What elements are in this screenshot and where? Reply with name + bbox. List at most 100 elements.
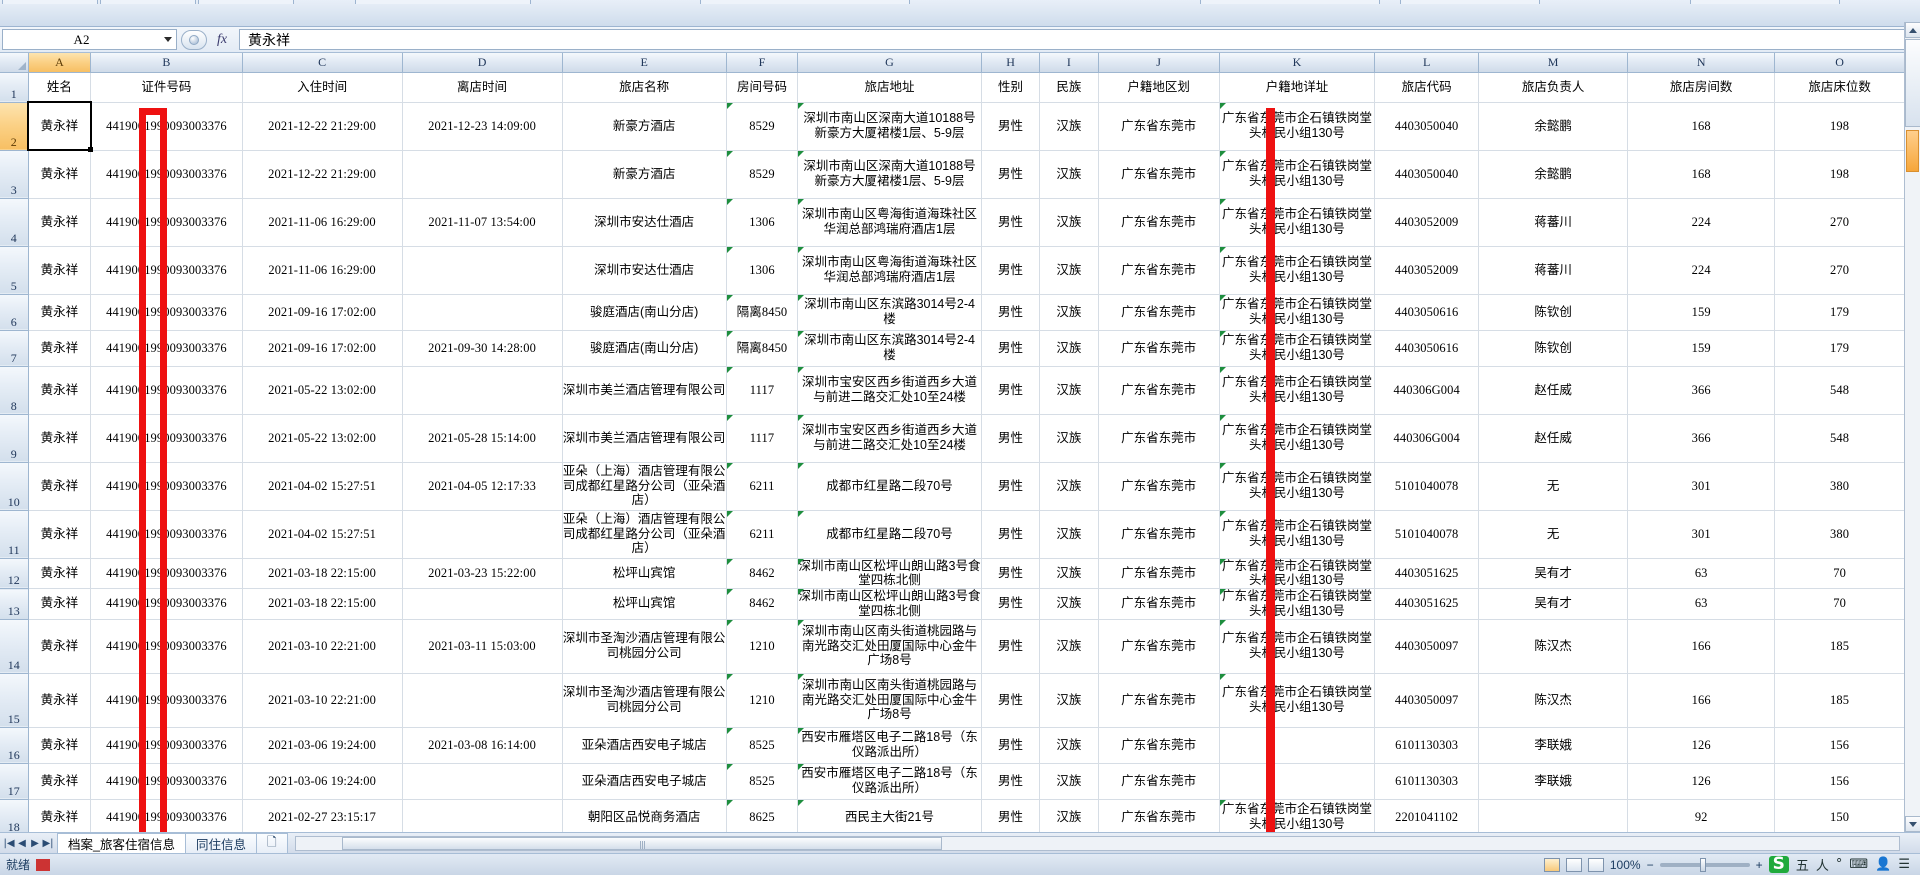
cell-K14[interactable]: 广东省东莞市企石镇铁岗堂头村民小组130号 bbox=[1219, 619, 1376, 674]
cell-M5[interactable]: 蒋蕃川 bbox=[1478, 246, 1629, 295]
cell-D13[interactable] bbox=[402, 588, 563, 620]
cell-A11[interactable]: 黄永祥 bbox=[28, 510, 92, 559]
cell-A9[interactable]: 黄永祥 bbox=[28, 414, 92, 463]
row-header-15[interactable]: 15 bbox=[0, 673, 29, 728]
prev-sheet-icon[interactable]: ◀ bbox=[18, 837, 26, 849]
degree-icon[interactable]: ° bbox=[1835, 857, 1843, 872]
sheet-tab-1[interactable]: 同住信息 bbox=[184, 833, 257, 853]
column-header-B[interactable]: B bbox=[90, 53, 243, 73]
vertical-scrollbar[interactable] bbox=[1904, 22, 1920, 832]
cell-F7[interactable]: 隔离8450 bbox=[726, 330, 799, 367]
cell-B17[interactable]: 4419001990093003376 bbox=[90, 763, 243, 800]
cell-A5[interactable]: 黄永祥 bbox=[28, 246, 92, 295]
horizontal-scroll-thumb[interactable] bbox=[341, 836, 942, 850]
row-header-17[interactable]: 17 bbox=[0, 763, 29, 800]
cell-H16[interactable]: 男性 bbox=[981, 727, 1041, 764]
column-header-G[interactable]: G bbox=[797, 53, 982, 73]
cell-G11[interactable]: 成都市红星路二段70号 bbox=[797, 510, 982, 559]
cell-E13[interactable]: 松坪山宾馆 bbox=[562, 588, 727, 620]
row-header-1[interactable]: 1 bbox=[0, 72, 29, 103]
view-pagelayout-icon[interactable] bbox=[1565, 857, 1582, 872]
cell-J6[interactable]: 广东省东莞市 bbox=[1098, 294, 1220, 331]
cell-N17[interactable]: 126 bbox=[1627, 763, 1776, 800]
cell-M7[interactable]: 陈钦创 bbox=[1478, 330, 1629, 367]
cell-D15[interactable] bbox=[402, 673, 563, 728]
cell-A14[interactable]: 黄永祥 bbox=[28, 619, 92, 674]
ribbon-tab-stub-1[interactable] bbox=[2, 0, 98, 4]
table-row[interactable]: 8 黄永祥 4419001990093003376 2021-05-22 13:02:… bbox=[0, 366, 1905, 415]
table-row[interactable]: 13 黄永祥 4419001990093003376 2021-03-18 22:15… bbox=[0, 588, 1905, 620]
cell-D9[interactable]: 2021-05-28 15:14:00 bbox=[402, 414, 563, 463]
column-title-D[interactable]: 离店时间 bbox=[402, 72, 563, 103]
cell-J13[interactable]: 广东省东莞市 bbox=[1098, 588, 1220, 620]
cell-H3[interactable]: 男性 bbox=[981, 150, 1041, 199]
cell-N12[interactable]: 63 bbox=[1627, 558, 1776, 589]
cell-N6[interactable]: 159 bbox=[1627, 294, 1776, 331]
cell-J18[interactable]: 广东省东莞市 bbox=[1098, 799, 1220, 832]
cell-J14[interactable]: 广东省东莞市 bbox=[1098, 619, 1220, 674]
cell-J8[interactable]: 广东省东莞市 bbox=[1098, 366, 1220, 415]
cell-K15[interactable]: 广东省东莞市企石镇铁岗堂头村民小组130号 bbox=[1219, 673, 1376, 728]
cell-N10[interactable]: 301 bbox=[1627, 462, 1776, 511]
cell-H9[interactable]: 男性 bbox=[981, 414, 1041, 463]
cell-K5[interactable]: 广东省东莞市企石镇铁岗堂头村民小组130号 bbox=[1219, 246, 1376, 295]
column-header-M[interactable]: M bbox=[1478, 53, 1629, 73]
cell-A12[interactable]: 黄永祥 bbox=[28, 558, 92, 589]
cell-M13[interactable]: 吴有才 bbox=[1478, 588, 1629, 620]
cell-O12[interactable]: 70 bbox=[1774, 558, 1905, 589]
cell-D17[interactable] bbox=[402, 763, 563, 800]
cell-N16[interactable]: 126 bbox=[1627, 727, 1776, 764]
column-header-D[interactable]: D bbox=[402, 53, 563, 73]
cell-C11[interactable]: 2021-04-02 15:27:51 bbox=[242, 510, 403, 559]
cell-F8[interactable]: 1117 bbox=[726, 366, 799, 415]
cell-I8[interactable]: 汉族 bbox=[1039, 366, 1099, 415]
cell-H5[interactable]: 男性 bbox=[981, 246, 1041, 295]
cell-M2[interactable]: 余懿鹏 bbox=[1478, 102, 1629, 151]
cell-E16[interactable]: 亚朵酒店西安电子城店 bbox=[562, 727, 727, 764]
cell-E7[interactable]: 骏庭酒店(南山分店) bbox=[562, 330, 727, 367]
cell-B16[interactable]: 4419001990093003376 bbox=[90, 727, 243, 764]
cell-I7[interactable]: 汉族 bbox=[1039, 330, 1099, 367]
name-box[interactable]: A2 bbox=[2, 29, 177, 50]
cell-C6[interactable]: 2021-09-16 17:02:00 bbox=[242, 294, 403, 331]
cell-H7[interactable]: 男性 bbox=[981, 330, 1041, 367]
select-all-corner[interactable] bbox=[0, 53, 29, 73]
view-pagebreak-icon[interactable] bbox=[1587, 857, 1604, 872]
cell-O3[interactable]: 198 bbox=[1774, 150, 1905, 199]
table-row[interactable]: 7 黄永祥 4419001990093003376 2021-09-16 17:02:… bbox=[0, 330, 1905, 367]
cell-D12[interactable]: 2021-03-23 15:22:00 bbox=[402, 558, 563, 589]
cell-A16[interactable]: 黄永祥 bbox=[28, 727, 92, 764]
cell-L7[interactable]: 4403050616 bbox=[1374, 330, 1480, 367]
cell-O6[interactable]: 179 bbox=[1774, 294, 1905, 331]
cell-D3[interactable] bbox=[402, 150, 563, 199]
cell-L10[interactable]: 5101040078 bbox=[1374, 462, 1480, 511]
row-header-11[interactable]: 11 bbox=[0, 510, 29, 559]
table-row[interactable]: 14 黄永祥 4419001990093003376 2021-03-10 22:21… bbox=[0, 619, 1905, 674]
cell-L18[interactable]: 2201041102 bbox=[1374, 799, 1480, 832]
cell-B4[interactable]: 4419001990093003376 bbox=[90, 198, 243, 247]
formula-input[interactable]: 黄永祥 bbox=[239, 29, 1918, 50]
next-sheet-icon[interactable]: ▶ bbox=[31, 837, 39, 849]
scroll-up-icon[interactable] bbox=[1905, 22, 1920, 38]
cell-C8[interactable]: 2021-05-22 13:02:00 bbox=[242, 366, 403, 415]
cell-M14[interactable]: 陈汉杰 bbox=[1478, 619, 1629, 674]
cell-K13[interactable]: 广东省东莞市企石镇铁岗堂头村民小组130号 bbox=[1219, 588, 1376, 620]
cell-E11[interactable]: 亚朵（上海）酒店管理有限公司成都红星路分公司（亚朵酒店） bbox=[562, 510, 727, 559]
cell-F9[interactable]: 1117 bbox=[726, 414, 799, 463]
cell-D5[interactable] bbox=[402, 246, 563, 295]
person-icon[interactable]: 人 bbox=[1815, 859, 1829, 874]
table-row[interactable]: 17 黄永祥 4419001990093003376 2021-03-06 19:24… bbox=[0, 763, 1905, 800]
column-title-E[interactable]: 旅店名称 bbox=[562, 72, 727, 103]
row-header-9[interactable]: 9 bbox=[0, 414, 29, 463]
cell-F18[interactable]: 8625 bbox=[726, 799, 799, 832]
cell-K3[interactable]: 广东省东莞市企石镇铁岗堂头村民小组130号 bbox=[1219, 150, 1376, 199]
row-header-13[interactable]: 13 bbox=[0, 588, 29, 620]
table-row[interactable]: 18 黄永祥 4419001990093003376 2021-02-27 23:15… bbox=[0, 799, 1905, 832]
cell-L14[interactable]: 4403050097 bbox=[1374, 619, 1480, 674]
cell-M15[interactable]: 陈汉杰 bbox=[1478, 673, 1629, 728]
cell-D18[interactable] bbox=[402, 799, 563, 832]
horizontal-scrollbar[interactable] bbox=[287, 833, 1920, 853]
cell-F5[interactable]: 1306 bbox=[726, 246, 799, 295]
cell-D16[interactable]: 2021-03-08 16:14:00 bbox=[402, 727, 563, 764]
cell-B11[interactable]: 4419001990093003376 bbox=[90, 510, 243, 559]
